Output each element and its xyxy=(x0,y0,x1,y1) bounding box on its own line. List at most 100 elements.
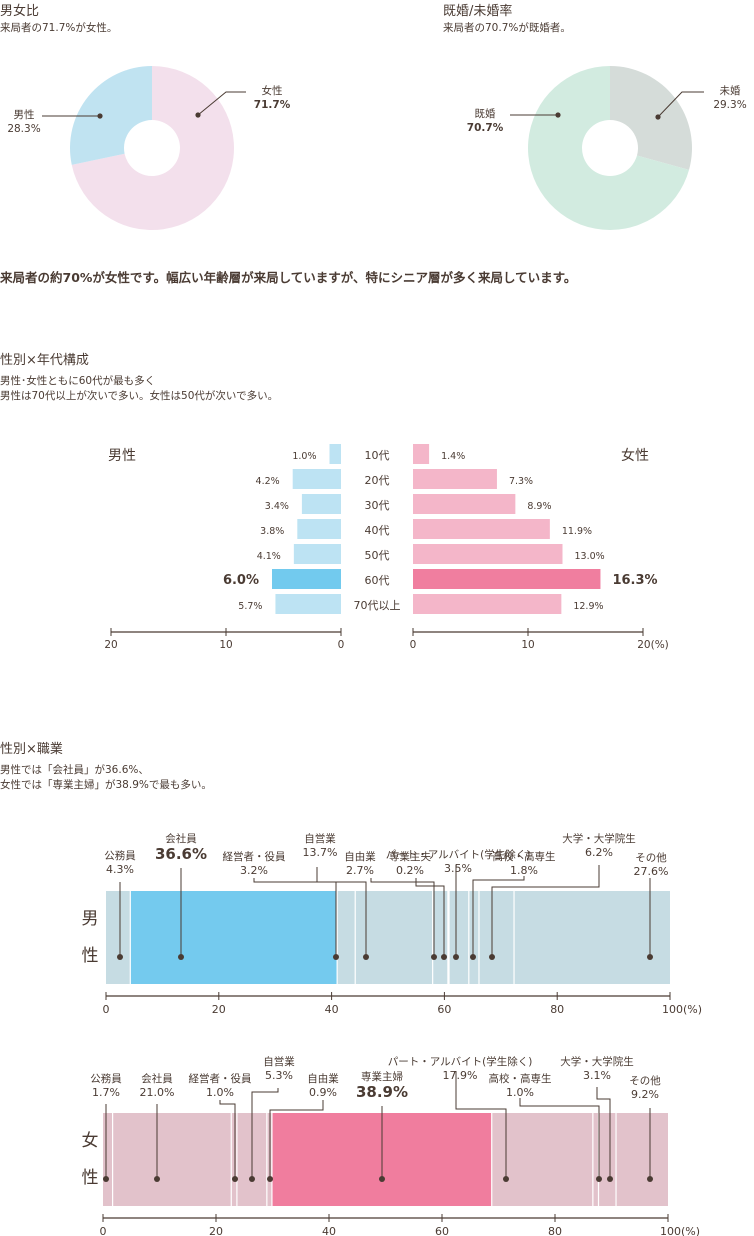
job-title: 性別×職業 xyxy=(0,742,63,757)
job-male-label-9: その他 xyxy=(635,851,667,864)
pie-slice-0 xyxy=(610,66,692,170)
job-male-leader-3 xyxy=(316,867,367,957)
job-female-value-5: 38.9% xyxy=(356,1083,408,1101)
job-male-segment-4 xyxy=(432,891,448,984)
job-female-label-9: その他 xyxy=(629,1074,661,1087)
marital-pie-chart: 未婚 29.3% 既婚 70.7% xyxy=(467,66,747,231)
job-female-value-3: 5.3% xyxy=(265,1069,293,1082)
age-female-bar-3 xyxy=(413,519,550,539)
age-category-2: 30代 xyxy=(365,499,390,512)
job-male-segment-0 xyxy=(106,891,131,984)
age-female-tick-label-2: 20(%) xyxy=(637,639,669,651)
job-female-tick-label-3: 60 xyxy=(435,1225,449,1236)
marital-subtitle: 来局者の70.7%が既婚者。 xyxy=(443,22,571,34)
age-subtitle-1: 男性･女性ともに60代が最も多く xyxy=(0,375,156,387)
job-female-segment-9 xyxy=(616,1113,668,1206)
job-male-label-6: パート・アルバイト(学生除く) xyxy=(386,848,531,861)
age-bar-chart: 男性 女性 10代 1.0% 1.4% 20代 4.2% 7.3% 30代 3.4% 8.9% 40代… xyxy=(104,444,669,651)
age-female-value-3: 11.9% xyxy=(562,526,592,537)
job-male-value-2: 3.2% xyxy=(240,864,268,877)
age-male-value-5: 6.0% xyxy=(223,573,259,588)
pie-leader-0 xyxy=(657,91,704,118)
age-category-4: 50代 xyxy=(365,549,390,562)
job-subtitle-2: 女性では「専業主婦」が38.9%で最も多い。 xyxy=(0,779,212,791)
pie-value-1: 28.3% xyxy=(7,123,40,135)
age-male-bar-1 xyxy=(292,469,341,489)
job-female-segment-2 xyxy=(231,1113,237,1206)
job-male-tick-label-4: 80 xyxy=(550,1003,564,1016)
job-female-segment-6 xyxy=(491,1113,593,1206)
job-male-segment-1 xyxy=(130,891,338,984)
job-female-label-2: 経営者・役員 xyxy=(189,1072,252,1085)
job-male-label-2: 経営者・役員 xyxy=(223,850,286,863)
job-male-value-9: 27.6% xyxy=(634,865,669,878)
job-male-value-4: 2.7% xyxy=(346,864,374,877)
job-male-leader-4 xyxy=(370,878,435,957)
job-female-value-7: 1.0% xyxy=(506,1086,534,1099)
job-male-segment-8 xyxy=(478,891,515,984)
age-male-value-3: 3.8% xyxy=(260,526,284,537)
job-female-leader-6 xyxy=(455,1071,507,1179)
age-male-tick-label-0: 20 xyxy=(104,639,117,651)
job-male-value-8: 6.2% xyxy=(585,846,613,859)
job-female-label-4: 自由業 xyxy=(307,1072,339,1085)
job-male-leader-7 xyxy=(472,876,525,957)
job-male-row-label-0: 男 xyxy=(82,909,99,929)
job-female-tick-label-0: 0 xyxy=(100,1225,107,1236)
job-female-tick-label-4: 80 xyxy=(548,1225,562,1236)
job-male-label-1: 会社員 xyxy=(165,832,197,845)
age-male-value-4: 4.1% xyxy=(257,551,281,562)
summary-text: 来局者の約70%が女性です。幅広い年齢層が来局していますが、特にシニア層が多く来… xyxy=(0,270,577,285)
age-male-bar-2 xyxy=(301,494,341,514)
age-male-value-1: 4.2% xyxy=(256,476,280,487)
age-male-tick-label-1: 10 xyxy=(219,639,232,651)
age-female-bar-5 xyxy=(413,569,601,589)
age-subtitle-2: 男性は70代以上が次いで多い。女性は50代が次いで多い。 xyxy=(0,390,279,402)
job-male-value-5: 0.2% xyxy=(396,864,424,877)
job-female-tick-label-1: 20 xyxy=(209,1225,223,1236)
job-subtitle-1: 男性では「会社員」が36.6%、 xyxy=(0,764,149,776)
age-category-1: 20代 xyxy=(365,474,390,487)
job-female-segment-1 xyxy=(112,1113,232,1206)
age-female-bar-0 xyxy=(413,444,430,464)
job-female-label-5: 専業主婦 xyxy=(361,1070,403,1083)
job-female-leader-2 xyxy=(219,1100,236,1179)
gender-subtitle: 来局者の71.7%が女性。 xyxy=(0,22,118,34)
job-female-segment-8 xyxy=(598,1113,617,1206)
age-female-value-5: 16.3% xyxy=(612,573,657,588)
pie-leader-0 xyxy=(197,91,246,116)
age-female-bar-2 xyxy=(413,494,516,514)
job-female-label-8: 大学・大学院生 xyxy=(560,1055,634,1068)
job-male-label-3: 自営業 xyxy=(304,832,336,845)
age-female-tick-label-1: 10 xyxy=(521,639,534,651)
job-female-leader-4 xyxy=(269,1100,324,1179)
job-male-value-6: 3.5% xyxy=(444,862,472,875)
age-category-5: 60代 xyxy=(365,574,390,587)
job-male-tick-label-1: 20 xyxy=(212,1003,226,1016)
age-female-label: 女性 xyxy=(621,447,649,464)
age-category-6: 70代以上 xyxy=(354,599,401,612)
pie-value-0: 29.3% xyxy=(713,99,746,111)
job-female-tick-label-5: 100(%) xyxy=(660,1225,700,1236)
job-female-value-9: 9.2% xyxy=(631,1088,659,1101)
job-female-segment-7 xyxy=(592,1113,599,1206)
pie-label-1: 既婚 xyxy=(475,107,496,120)
job-female-segment-4 xyxy=(266,1113,272,1206)
age-female-bar-1 xyxy=(413,469,497,489)
job-female-value-0: 1.7% xyxy=(92,1086,120,1099)
job-male-tick-label-5: 100(%) xyxy=(662,1003,702,1016)
pie-value-1: 70.7% xyxy=(467,122,504,134)
job-male-row-label-1: 性 xyxy=(82,946,99,966)
job-female-row-label-1: 性 xyxy=(82,1168,99,1188)
job-male-segment-3 xyxy=(355,891,433,984)
age-female-value-6: 12.9% xyxy=(573,601,603,612)
job-female-leader-8 xyxy=(596,1087,611,1179)
job-male-segment-7 xyxy=(468,891,479,984)
job-female-value-1: 21.0% xyxy=(140,1086,175,1099)
age-male-tick-label-2: 0 xyxy=(338,639,345,651)
gender-pie-chart: 女性 71.7% 男性 28.3% xyxy=(7,66,291,230)
age-male-bar-4 xyxy=(293,544,341,564)
job-female-label-1: 会社員 xyxy=(141,1072,173,1085)
